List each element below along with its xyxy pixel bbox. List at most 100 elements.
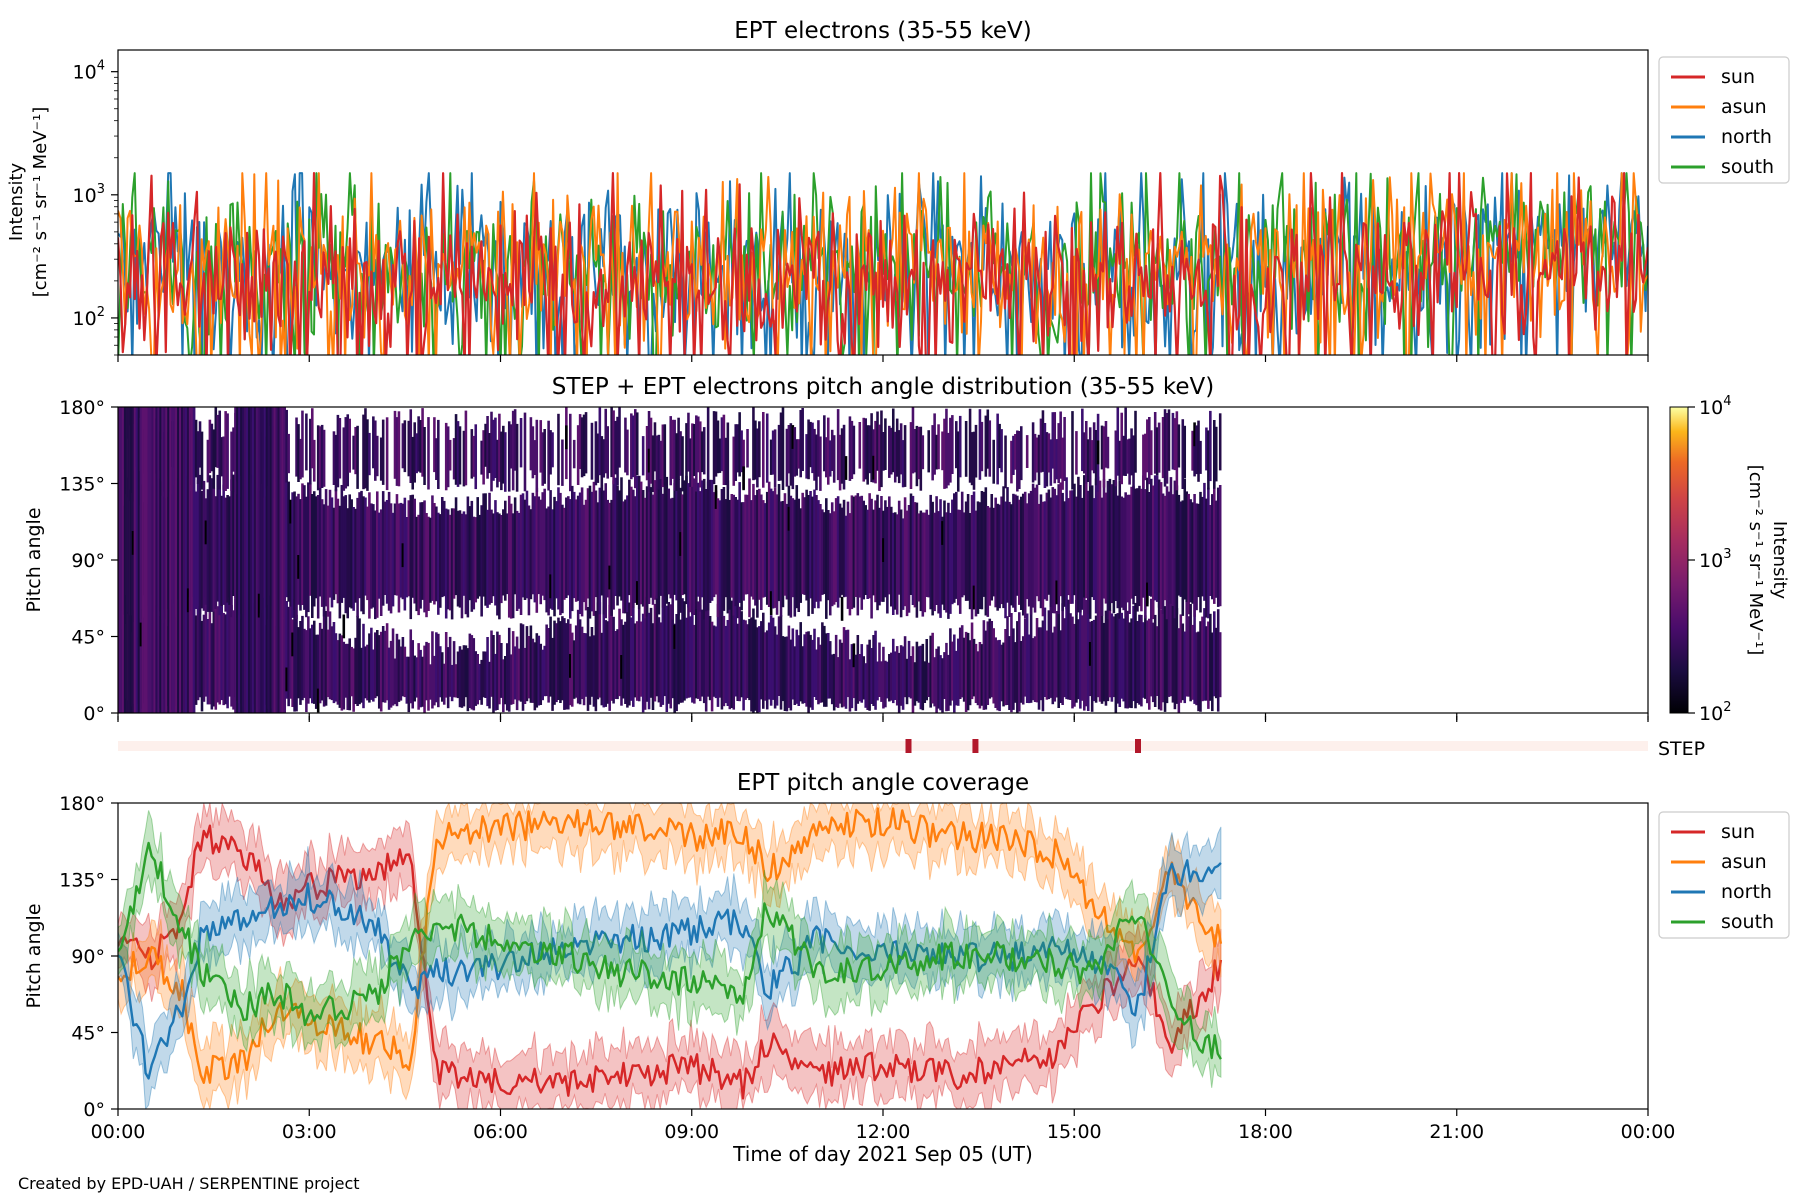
pad-cell [742,439,745,489]
pad-cell [1094,615,1098,703]
pad-cell [724,625,728,704]
pad-cell [1218,632,1222,698]
pad-cell [190,407,194,713]
pad-cell [1018,431,1021,489]
pad-cell [955,650,958,706]
pad-cell [1100,425,1104,470]
pad-cell [836,409,840,481]
pad-cell [352,435,355,470]
pad-cell [1213,611,1216,697]
pad-cell [813,428,816,481]
pad-cell [277,407,281,713]
pad-cell [446,647,450,709]
pad-cell [1151,622,1155,703]
pad-cell [677,417,680,480]
pad-cell [1155,427,1159,476]
pad-cell [141,407,145,713]
pad-cell [257,593,261,618]
pad-cell [1195,632,1198,706]
pad-cell [832,653,836,711]
pad-cell [787,485,791,616]
pad-cell [955,421,958,469]
pad-cell [242,407,245,713]
pad-cell [807,631,810,713]
pad-cell [1146,620,1149,704]
pad-cell [689,483,692,613]
pad-cell [647,448,651,473]
pad-cell [366,506,369,601]
pad-cell [586,607,590,711]
pad-cell [626,429,629,476]
pad-cell [1027,493,1031,607]
pad-cell [169,407,172,713]
pad-cell [421,502,424,600]
x-tick-label: 21:00 [1429,1121,1484,1143]
pad-cell [348,638,351,711]
pad-cell [1130,618,1133,709]
pad-cell [316,634,320,699]
pad-cell [1173,613,1177,710]
pad-cell [744,620,747,700]
pad-cell [769,439,773,475]
pad-cell [951,499,954,605]
pad-cell [691,605,694,703]
pad-cell [1209,505,1212,596]
pad-cell [1065,477,1068,610]
pad-cell [901,646,905,710]
pad-cell [389,640,393,708]
pad-cell [947,432,950,486]
pad-cell [419,649,422,708]
pad-cell [511,631,515,705]
pad-cell [232,610,235,710]
pad-cell [880,661,883,702]
pad-cell [450,508,454,620]
pad-cell [531,638,535,703]
pad-cell [216,474,220,602]
pad-cell [1189,499,1192,603]
pad-cell [866,509,869,599]
pad-cell [186,588,190,613]
pad-cell [1142,434,1145,488]
pad-cell [663,479,667,597]
pad-cell [401,637,405,697]
pad-cell [549,490,552,609]
pad-cell [960,625,964,698]
pad-cell [864,418,867,480]
pad-cell [1008,636,1011,710]
pad-cell [787,506,791,531]
pad-cell [653,422,657,472]
pad-cell [444,632,448,698]
pad-cell [1163,409,1167,487]
pad-cell [832,435,836,483]
pad-cell [1159,609,1163,711]
pad-cell [911,407,915,474]
pad-cell [888,654,891,702]
pad-cell [712,492,716,598]
pad-cell [515,423,519,492]
pad-cell [206,439,210,483]
pad-cell [368,633,371,703]
pad-cell [888,425,891,478]
pad-cell [372,416,375,469]
pad-cell [746,494,749,595]
pad-cell [496,512,499,616]
pad-cell [795,629,799,704]
pad-cell [899,645,903,706]
pad-cell [364,408,367,489]
pad-cell [1077,619,1080,700]
pad-cell [356,615,359,706]
pad-cell [704,605,708,712]
pad-cell [712,411,716,485]
pad-cell [368,492,371,619]
panel1-x-ticks [117,355,1649,362]
pad-cell [334,489,338,595]
pad-cell [1193,494,1196,617]
pad-cell [1136,488,1139,612]
pad-cell [1014,494,1017,612]
pad-cell [1165,616,1169,704]
pad-cell [825,498,828,619]
pad-cell [807,419,810,480]
pad-cell [1083,596,1086,711]
